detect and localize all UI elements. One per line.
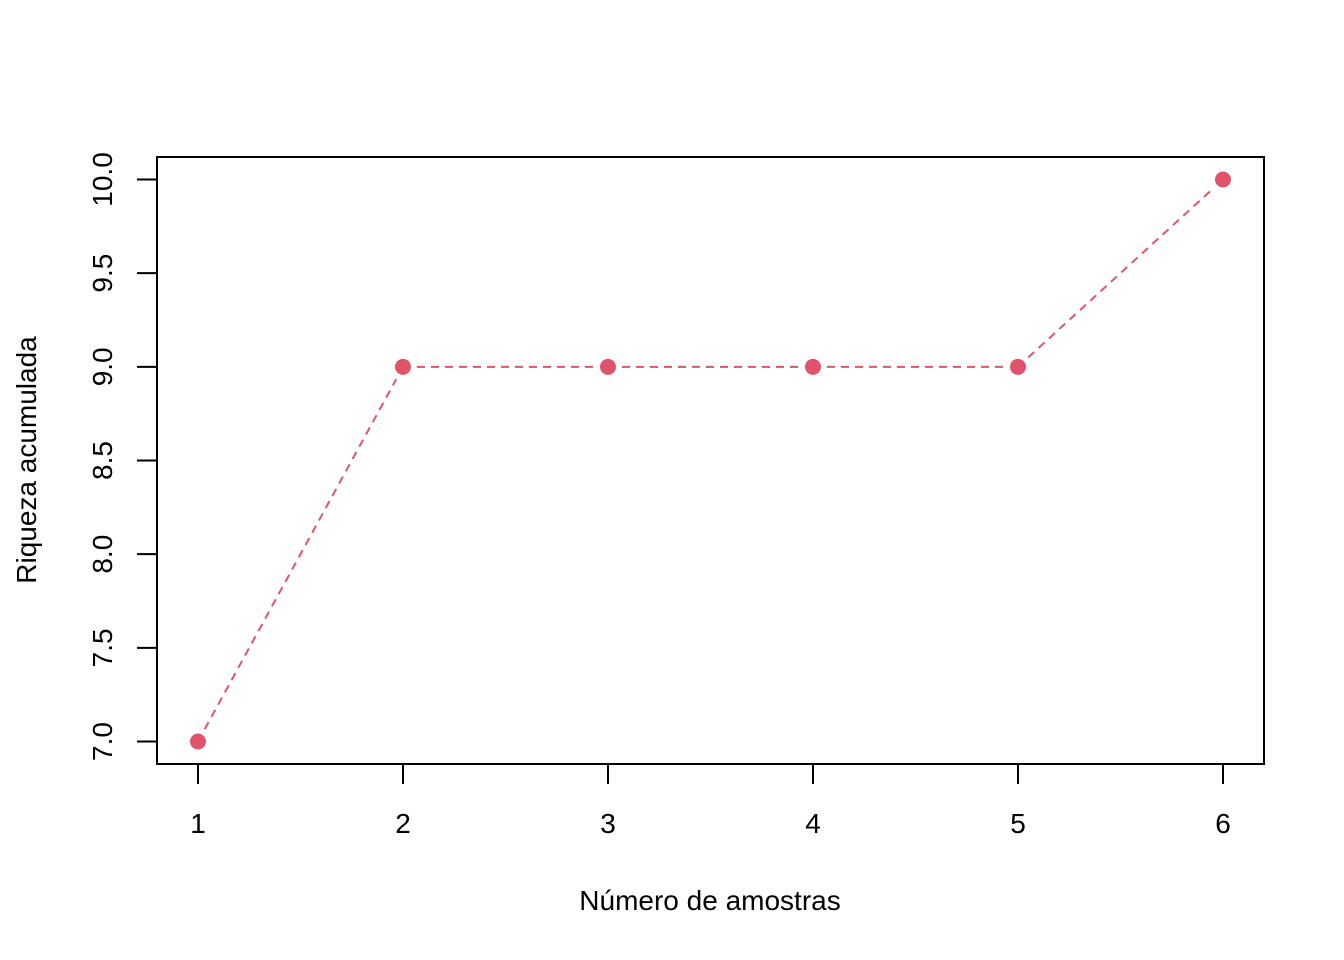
- x-tick-label: 6: [1215, 808, 1231, 839]
- y-tick-label: 7.0: [87, 722, 118, 761]
- data-point: [1215, 171, 1231, 188]
- x-tick-label: 4: [805, 808, 821, 839]
- series-lines: [203, 188, 1214, 730]
- y-axis: 7.0 7.5 8.0 8.5 9.0 9.5 10.0: [87, 152, 158, 761]
- y-tick-label: 8.0: [87, 535, 118, 574]
- y-tick-label: 10.0: [87, 152, 118, 207]
- data-point: [1010, 358, 1026, 375]
- data-point: [190, 733, 206, 750]
- y-axis-title: Riqueza acumulada: [11, 336, 42, 584]
- data-point: [805, 358, 821, 375]
- y-tick-label: 7.5: [87, 628, 118, 667]
- y-tick-label: 8.5: [87, 441, 118, 480]
- x-axis: 1 2 3 4 5 6: [190, 763, 1231, 839]
- y-tick-label: 9.0: [87, 347, 118, 386]
- x-tick-label: 3: [600, 808, 616, 839]
- data-point: [395, 358, 411, 375]
- series-line-segment: [203, 378, 398, 730]
- x-tick-label: 2: [395, 808, 411, 839]
- series-points: [190, 171, 1231, 750]
- x-tick-label: 1: [190, 808, 206, 839]
- y-tick-label: 9.5: [87, 254, 118, 293]
- x-axis-title: Número de amostras: [579, 885, 840, 916]
- x-tick-label: 5: [1010, 808, 1026, 839]
- data-point: [600, 358, 616, 375]
